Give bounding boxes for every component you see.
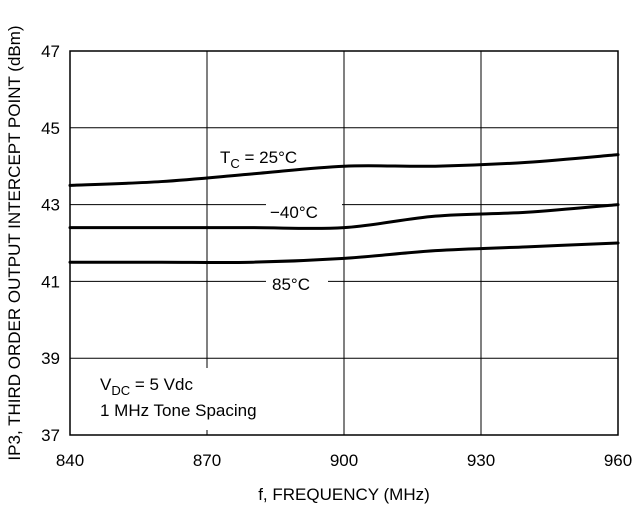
- y-tick-label: 39: [41, 349, 60, 368]
- series-label-85c: 85°C: [272, 275, 310, 294]
- x-tick-label: 870: [193, 451, 221, 470]
- series-label-25c: TC = 25°C: [220, 148, 297, 171]
- x-tick-labels: 840 870 900 930 960: [56, 451, 632, 470]
- x-tick-label: 960: [604, 451, 632, 470]
- x-axis-title: f, FREQUENCY (MHz): [258, 485, 430, 504]
- series-lines: [68, 153, 620, 264]
- tone-spacing-annotation: 1 MHz Tone Spacing: [100, 401, 257, 420]
- y-axis-title: IP3, THIRD ORDER OUTPUT INTERCEPT POINT …: [5, 25, 24, 460]
- series-line-1: [68, 203, 620, 230]
- series-line-0: [68, 153, 620, 187]
- x-tick-label: 900: [330, 451, 358, 470]
- x-tick-label: 840: [56, 451, 84, 470]
- y-tick-label: 45: [41, 119, 60, 138]
- minus40-label-bg: [266, 200, 342, 224]
- series-line-2: [68, 241, 620, 264]
- plot-frame: [69, 50, 619, 436]
- series-label-minus40c: −40°C: [270, 203, 318, 222]
- y-tick-labels: 37 39 41 43 45 47: [41, 42, 60, 445]
- y-tick-label: 47: [41, 42, 60, 61]
- annotation-bg: [92, 368, 272, 430]
- y-tick-label: 43: [41, 196, 60, 215]
- y-tick-label: 41: [41, 272, 60, 291]
- plus85-label-bg: [266, 272, 328, 296]
- vdc-annotation: VDC = 5 Vdc: [100, 375, 193, 398]
- grid-lines: [70, 51, 618, 435]
- x-tick-label: 930: [467, 451, 495, 470]
- y-tick-label: 37: [41, 426, 60, 445]
